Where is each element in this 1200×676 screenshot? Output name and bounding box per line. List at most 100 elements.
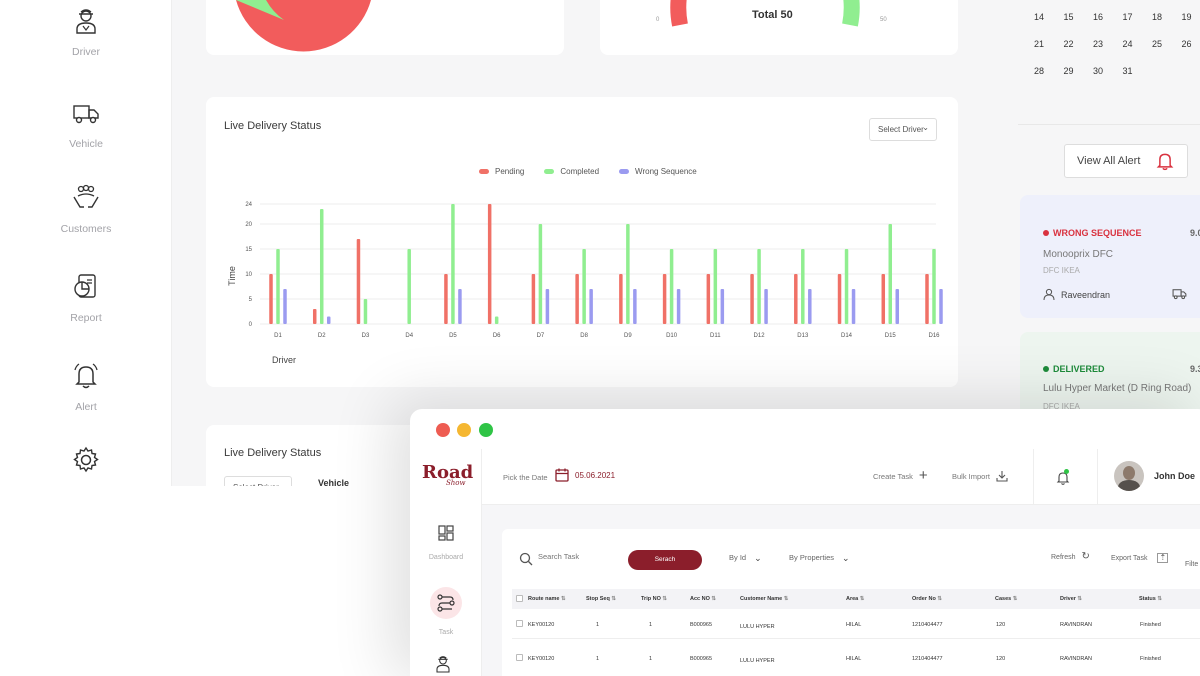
sidebar-item-label: Report xyxy=(70,312,102,324)
bar-completed xyxy=(538,224,543,324)
search-button[interactable]: Serach xyxy=(628,550,702,570)
app-header: Pick the Date 05.06.2021 Create Task + B… xyxy=(482,449,1200,505)
column-header[interactable]: Acc NO ⇅ xyxy=(690,596,717,602)
calendar-day[interactable]: 14 xyxy=(1034,12,1045,22)
date-picker[interactable]: 05.06.2021 xyxy=(555,468,615,482)
calendar-day[interactable]: 25 xyxy=(1152,39,1163,49)
select-all-checkbox[interactable] xyxy=(516,595,523,602)
sort-icon[interactable]: ⇅ xyxy=(609,596,616,602)
calendar-day[interactable]: 26 xyxy=(1181,39,1192,49)
sort-icon[interactable]: ⇅ xyxy=(1075,596,1083,602)
app-main: Serach By Id ⌄ By Properties ⌄ Refresh ↻… xyxy=(482,505,1200,676)
view-all-alert-button[interactable]: View All Alert xyxy=(1064,144,1188,178)
sort-icon[interactable]: ⇅ xyxy=(935,596,942,602)
column-header[interactable]: Area ⇅ xyxy=(846,596,865,602)
driver-icon[interactable] xyxy=(433,654,453,674)
bar-pending xyxy=(531,274,536,324)
report-icon xyxy=(74,274,96,298)
calendar-day[interactable]: 19 xyxy=(1181,12,1192,22)
column-header[interactable]: Status ⇅ xyxy=(1139,596,1162,602)
y-tick-label: 24 xyxy=(245,202,252,208)
sort-icon[interactable]: ⇅ xyxy=(858,596,865,602)
table-cell: RAVINDRAN xyxy=(1060,622,1092,628)
y-tick-label: 5 xyxy=(249,297,253,303)
column-header[interactable]: Trip NO ⇅ xyxy=(641,596,668,602)
refresh-button[interactable]: Refresh ↻ xyxy=(1051,552,1090,562)
calendar-day[interactable]: 31 xyxy=(1122,66,1133,76)
notification-button[interactable] xyxy=(1056,469,1070,491)
calendar-day[interactable]: 29 xyxy=(1063,66,1074,76)
nav-task[interactable]: Task xyxy=(410,587,482,639)
sidebar-item-driver[interactable]: Driver xyxy=(0,6,172,60)
by-properties-dropdown[interactable]: By Properties ⌄ xyxy=(789,553,850,562)
nav-dashboard[interactable]: Dashboard xyxy=(410,525,482,564)
calendar-day[interactable]: 17 xyxy=(1122,12,1133,22)
calendar-day[interactable]: 28 xyxy=(1034,66,1045,76)
sort-icon[interactable]: ⇅ xyxy=(1011,596,1018,602)
column-header[interactable]: Route name ⇅ xyxy=(528,596,566,602)
pick-date-label: Pick the Date xyxy=(503,473,548,482)
by-id-dropdown[interactable]: By Id ⌄ xyxy=(729,553,762,562)
alert-card[interactable]: WRONG SEQUENCE 9.0 Monooprix DFC DFC IKE… xyxy=(1020,195,1200,318)
pie-chart xyxy=(236,0,371,52)
view-all-alert-label: View All Alert xyxy=(1077,155,1141,167)
search-input[interactable] xyxy=(538,552,618,561)
bar-pending xyxy=(662,274,667,324)
filter-button[interactable]: Filte xyxy=(1185,553,1198,571)
calendar-day[interactable]: 21 xyxy=(1034,39,1045,49)
sort-icon[interactable]: ⇅ xyxy=(709,596,717,602)
calendar-day[interactable]: 30 xyxy=(1093,66,1104,76)
column-header[interactable]: Order No ⇅ xyxy=(912,596,942,602)
table-cell: HILAL xyxy=(846,622,862,628)
bar-completed xyxy=(888,224,893,324)
export-task-button[interactable]: Export Task ⇡ xyxy=(1111,553,1169,563)
sidebar-item-customers[interactable]: Customers xyxy=(0,183,172,237)
table-cell: 1 xyxy=(649,622,653,628)
calendar-icon xyxy=(555,468,569,482)
calendar-day[interactable]: 18 xyxy=(1152,12,1163,22)
calendar-day[interactable]: 16 xyxy=(1093,12,1104,22)
create-task-button[interactable]: Create Task + xyxy=(873,468,928,483)
bar-wrong-sequence xyxy=(545,289,550,324)
bar-pending xyxy=(619,274,623,324)
alert-sub: DFC IKEA xyxy=(1043,402,1080,411)
bar-pending xyxy=(881,274,886,324)
bar-completed xyxy=(451,204,455,324)
row-checkbox[interactable] xyxy=(516,620,523,627)
sidebar-item-alert[interactable]: Alert xyxy=(0,361,172,415)
bar-completed xyxy=(494,316,499,324)
sidebar-item-settings[interactable] xyxy=(0,445,172,481)
table-row[interactable]: KEY00120 1 1 B000965 LULU HYPER HILAL 12… xyxy=(512,651,1200,673)
table-row[interactable]: KEY00120 1 1 B000965 LULU HYPER HILAL 12… xyxy=(512,617,1200,639)
calendar-day[interactable]: 15 xyxy=(1063,12,1074,22)
alert-place: Monooprix DFC xyxy=(1043,249,1114,260)
bar-completed xyxy=(801,249,805,324)
x-tick-label: D13 xyxy=(797,333,809,339)
sort-icon[interactable]: ⇅ xyxy=(559,596,566,602)
bar-pending xyxy=(269,274,273,324)
sidebar-item-report[interactable]: Report xyxy=(0,272,172,326)
select-driver-dropdown[interactable]: Select Driver ⌄ xyxy=(869,118,937,141)
bar-wrong-sequence xyxy=(895,289,900,324)
calendar-day[interactable]: 22 xyxy=(1063,39,1074,49)
table-cell: RAVINDRAN xyxy=(1060,656,1092,662)
row-checkbox[interactable] xyxy=(516,654,523,661)
column-header[interactable]: Driver ⇅ xyxy=(1060,596,1083,602)
window-close-button[interactable] xyxy=(436,423,450,437)
window-maximize-button[interactable] xyxy=(479,423,493,437)
column-header[interactable]: Stop Seq ⇅ xyxy=(586,596,616,602)
bulk-import-button[interactable]: Bulk Import xyxy=(952,470,1008,482)
sort-icon[interactable]: ⇅ xyxy=(660,596,668,602)
table-cell: 1210404477 xyxy=(912,622,943,628)
sidebar-item-vehicle[interactable]: Vehicle xyxy=(0,98,172,152)
window-minimize-button[interactable] xyxy=(457,423,471,437)
column-header[interactable]: Cases ⇅ xyxy=(995,596,1018,602)
column-header[interactable]: Customer Name ⇅ xyxy=(740,596,789,602)
x-tick-label: D9 xyxy=(624,333,632,339)
sort-icon[interactable]: ⇅ xyxy=(782,596,789,602)
calendar-day[interactable]: 24 xyxy=(1122,39,1133,49)
bar-wrong-sequence xyxy=(676,289,681,324)
user-menu[interactable]: John Doe xyxy=(1114,461,1195,491)
calendar-day[interactable]: 23 xyxy=(1093,39,1104,49)
sort-icon[interactable]: ⇅ xyxy=(1155,596,1162,602)
